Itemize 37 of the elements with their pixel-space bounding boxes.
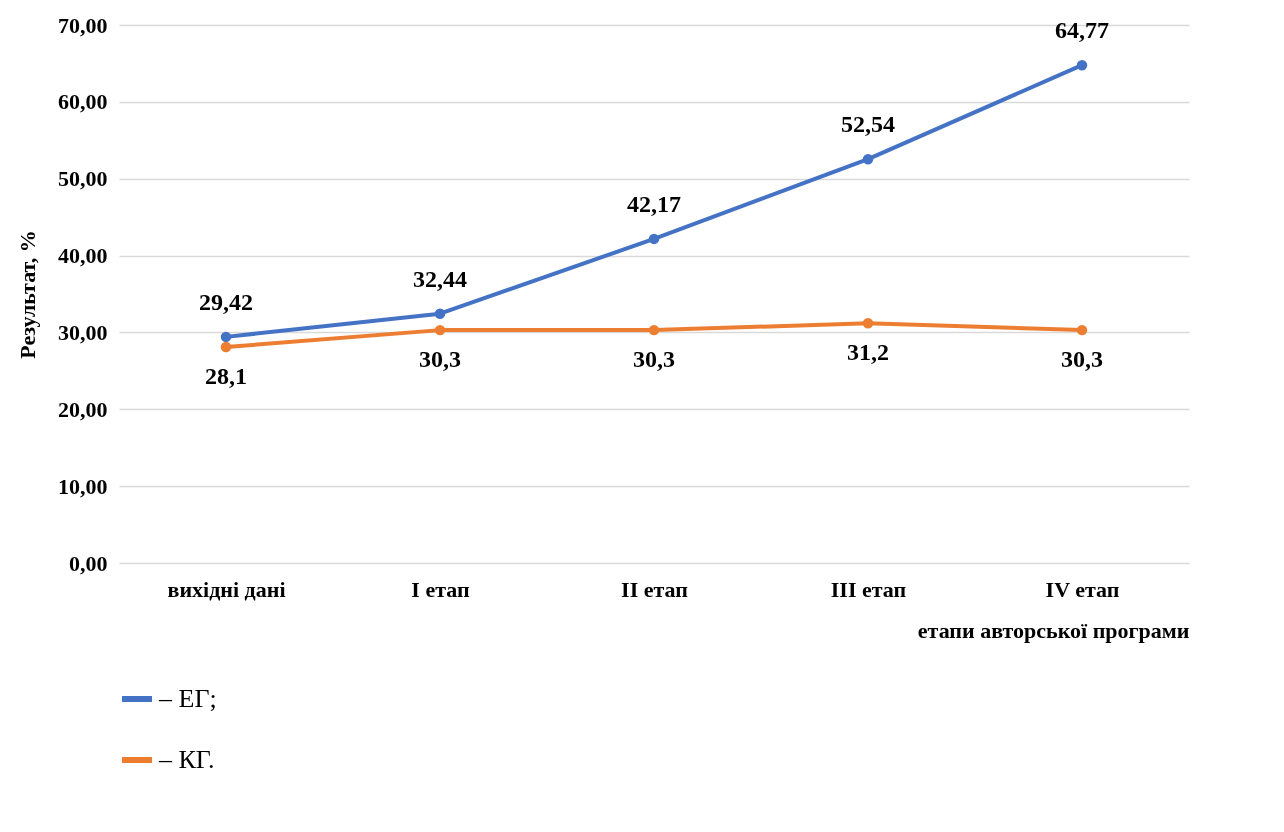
legend-label: – ЕГ; xyxy=(158,684,217,713)
point xyxy=(220,331,232,343)
point xyxy=(862,317,874,329)
x-tick-label: IV етап xyxy=(1045,576,1120,602)
point xyxy=(648,233,660,245)
data-label: 32,44 xyxy=(413,265,467,292)
point xyxy=(220,341,232,353)
data-label: 30,3 xyxy=(419,346,461,373)
x-tick-label: I етап xyxy=(411,576,470,602)
x-axis-title: етапи авторської програми xyxy=(917,617,1190,643)
y-tick-label: 40,00 xyxy=(58,243,108,269)
y-tick-label: 50,00 xyxy=(58,166,108,192)
data-label: 42,17 xyxy=(627,190,681,217)
y-tick-label: 20,00 xyxy=(58,396,108,422)
y-axis-title: Результат, % xyxy=(15,230,40,359)
y-tick-label: 30,00 xyxy=(58,319,108,345)
data-label: 30,3 xyxy=(1061,346,1103,373)
y-tick-label: 60,00 xyxy=(58,89,108,115)
point xyxy=(862,153,874,165)
point xyxy=(1076,324,1088,336)
point xyxy=(648,324,660,336)
data-label: 28,1 xyxy=(205,363,247,390)
data-label: 52,54 xyxy=(841,111,895,138)
y-tick-label: 10,00 xyxy=(58,473,108,499)
point xyxy=(434,324,446,336)
x-tick-label: III етап xyxy=(830,576,907,602)
x-tick-label: II етап xyxy=(621,576,689,602)
y-tick-label: 0,00 xyxy=(69,550,108,576)
point xyxy=(1076,59,1088,71)
data-label: 30,3 xyxy=(633,346,675,373)
x-tick-label: вихідні дані xyxy=(167,576,286,602)
data-label: 29,42 xyxy=(199,288,253,315)
data-label: 64,77 xyxy=(1055,17,1109,44)
y-tick-label: 70,00 xyxy=(58,12,108,38)
legend-label: – КГ. xyxy=(158,745,215,774)
data-label: 31,2 xyxy=(847,339,889,366)
point xyxy=(434,308,446,319)
